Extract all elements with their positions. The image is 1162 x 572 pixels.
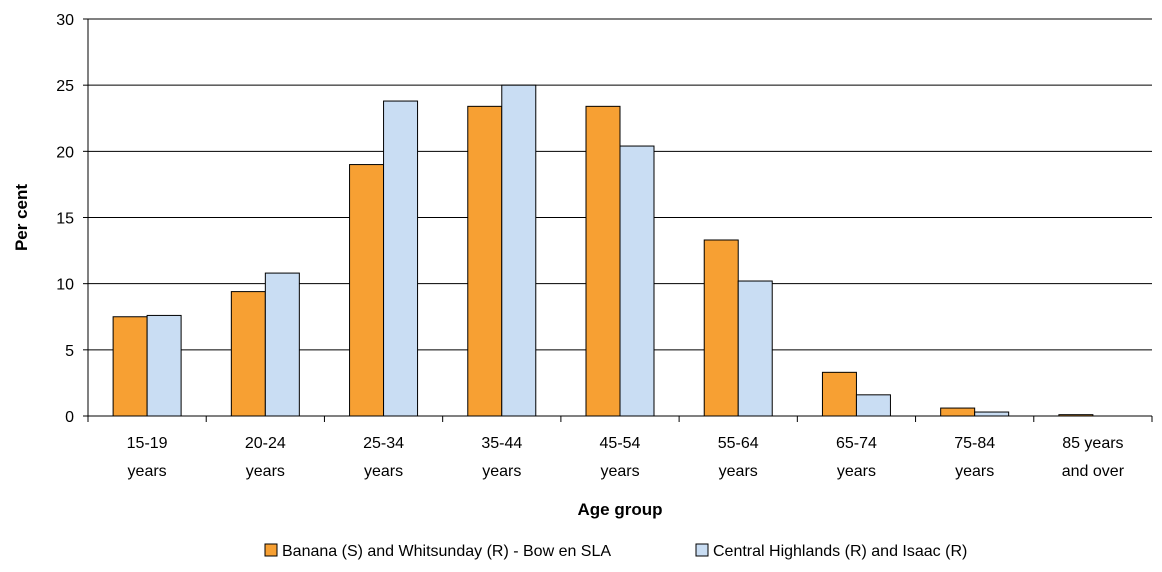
y-tick-label: 0 xyxy=(65,409,74,426)
y-tick-labels: 0 5 10 15 20 25 30 xyxy=(56,12,74,426)
x-tick-label: 65-74 xyxy=(836,435,877,452)
x-tick-label: years xyxy=(364,463,403,480)
x-tick-label: 75-84 xyxy=(954,435,995,452)
x-tick-label: 15-19 xyxy=(127,435,168,452)
legend-label-banana: Banana (S) and Whitsunday (R) - Bow en S… xyxy=(282,543,611,560)
bar-series-2 xyxy=(737,280,773,417)
legend-swatch-banana xyxy=(264,543,278,557)
x-tick-label: and over xyxy=(1062,463,1125,480)
x-tick-labels: 15-19 years 20-24 years 25-34 years 35-44 years… xyxy=(127,435,1125,480)
bar-series-2 xyxy=(501,84,537,417)
bar-series-1 xyxy=(821,371,857,417)
y-tick-label: 25 xyxy=(56,78,74,95)
bar-series-2 xyxy=(146,314,182,417)
x-tick-label: years xyxy=(246,463,285,480)
y-tick-label: 20 xyxy=(56,144,74,161)
bar-series-2 xyxy=(383,100,419,417)
legend-label-central-highlands: Central Highlands (R) and Isaac (R) xyxy=(713,543,967,560)
x-tick-label: years xyxy=(600,463,639,480)
x-tick-label: 85 years xyxy=(1062,435,1123,452)
x-tick-label: 35-44 xyxy=(481,435,522,452)
x-tick-label: 45-54 xyxy=(600,435,641,452)
bar-series-1 xyxy=(112,316,148,417)
x-tick-label: 20-24 xyxy=(245,435,286,452)
x-tick-label: years xyxy=(955,463,994,480)
bar-series-2 xyxy=(264,272,300,417)
y-tick-label: 30 xyxy=(56,12,74,29)
bar-series-2 xyxy=(974,411,1010,417)
y-tick-label: 15 xyxy=(56,211,74,228)
bars xyxy=(112,84,1094,417)
bar-series-2 xyxy=(619,145,655,417)
x-tick-label: years xyxy=(719,463,758,480)
x-tick-label: 25-34 xyxy=(363,435,404,452)
bar-series-1 xyxy=(940,407,976,417)
legend: Banana (S) and Whitsunday (R) - Bow en S… xyxy=(264,543,967,560)
legend-swatch-central-highlands xyxy=(695,543,709,557)
bar-series-1 xyxy=(349,164,385,417)
bar-series-1 xyxy=(230,291,266,417)
x-tick-label: 55-64 xyxy=(718,435,759,452)
y-tick-label: 5 xyxy=(65,343,74,360)
bar-series-2 xyxy=(855,394,891,417)
bar-series-1 xyxy=(467,105,503,417)
y-axis-title: Per cent xyxy=(12,184,31,251)
bar-series-1 xyxy=(585,105,621,417)
axes xyxy=(87,19,1152,417)
x-tick-label: years xyxy=(837,463,876,480)
y-tick-label: 10 xyxy=(56,277,74,294)
x-tick-label: years xyxy=(128,463,167,480)
x-axis-title: Age group xyxy=(578,500,663,519)
bar-series-1 xyxy=(703,239,739,417)
x-tick-label: years xyxy=(482,463,521,480)
